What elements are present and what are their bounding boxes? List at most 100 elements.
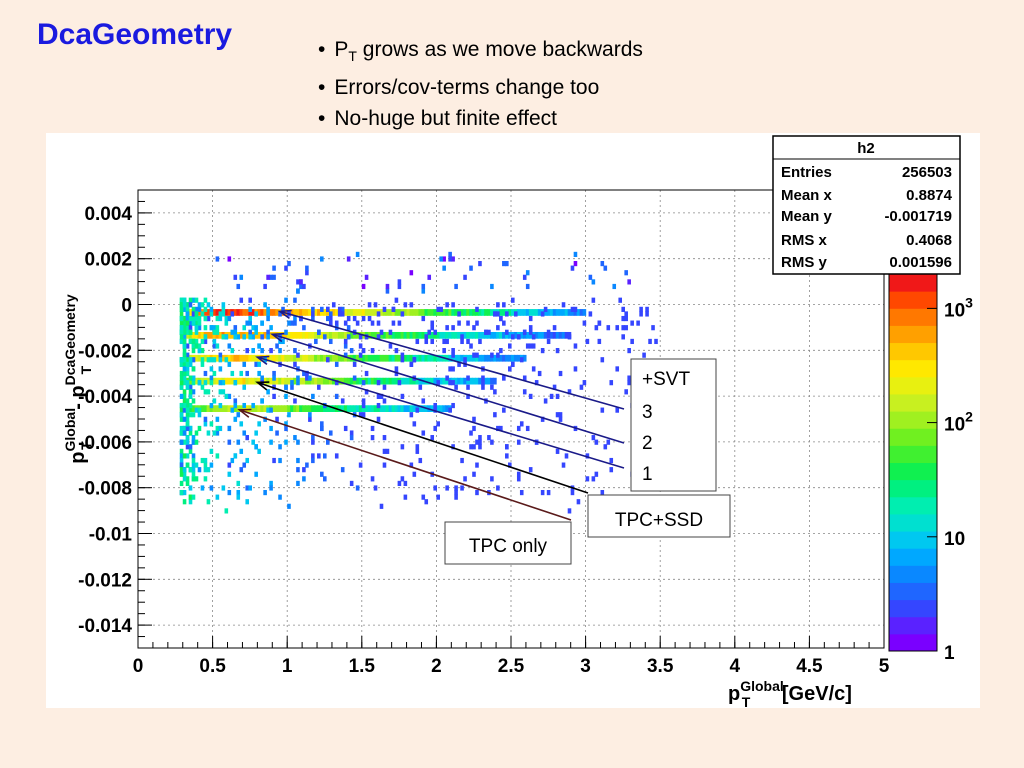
histogram-cell [281, 306, 285, 312]
histogram-cell [406, 309, 411, 316]
arrow-head [270, 332, 285, 343]
histogram-cell [212, 398, 217, 404]
histogram-cell [200, 457, 205, 464]
histogram-cell [406, 377, 411, 385]
histogram-cell [272, 375, 276, 381]
histogram-cell [236, 494, 241, 500]
palette-segment [889, 325, 937, 344]
histogram-cell [436, 405, 440, 412]
histogram-cell [334, 331, 339, 339]
histogram-cell [505, 331, 509, 339]
histogram-cell [424, 309, 429, 316]
histogram-cell [540, 348, 545, 354]
histogram-cell [591, 297, 596, 303]
histogram-cell [182, 306, 187, 312]
histogram-cell [328, 338, 333, 345]
histogram-cell [215, 430, 220, 436]
histogram-cell [412, 377, 417, 385]
histogram-cell [305, 270, 309, 276]
histogram-cell [206, 302, 211, 308]
histogram-cell [248, 485, 252, 491]
histogram-cell [182, 325, 187, 331]
histogram-cell [487, 309, 491, 316]
histogram-cell [188, 499, 193, 505]
histogram-cell [603, 444, 608, 450]
histogram-cell [391, 405, 396, 412]
histogram-cell [400, 311, 405, 317]
histogram-cell [627, 279, 631, 285]
x-tick-label: 0 [133, 656, 144, 677]
histogram-cell [516, 309, 521, 316]
histogram-cell [254, 471, 258, 477]
histogram-cell [197, 331, 202, 339]
histogram-cell [191, 494, 196, 500]
histogram-cell [239, 467, 244, 473]
histogram-cell [573, 306, 578, 312]
histogram-cell [540, 416, 545, 422]
z-tick-label: 103 [944, 294, 973, 321]
histogram-cell [346, 315, 351, 322]
histogram-cell [221, 302, 226, 308]
histogram-cell [546, 489, 551, 496]
histogram-cell [194, 354, 199, 362]
histogram-cell [245, 405, 250, 412]
histogram-cell [242, 377, 247, 385]
histogram-cell [442, 309, 446, 316]
histogram-cell [358, 405, 363, 412]
histogram-cell [349, 405, 354, 412]
histogram-cell [537, 331, 542, 339]
histogram-cell [218, 405, 223, 412]
histogram-cell [433, 425, 437, 432]
histogram-cell [227, 361, 232, 367]
histogram-cell [421, 331, 426, 339]
histogram-cell [239, 309, 244, 316]
histogram-cell [185, 435, 190, 441]
histogram-cell [206, 331, 211, 339]
histogram-cell [200, 348, 205, 354]
histogram-cell [412, 421, 417, 427]
histogram-cell [206, 309, 211, 316]
histogram-cell [466, 354, 470, 362]
histogram-cell [206, 389, 211, 395]
y-tick-label: 0.002 [84, 250, 132, 271]
histogram-cell [182, 320, 187, 326]
histogram-cell [496, 331, 500, 339]
histogram-cell [558, 309, 563, 316]
y-tick-label: -0.012 [78, 570, 132, 591]
histogram-cell [320, 354, 324, 362]
histogram-cell [421, 354, 426, 362]
histogram-cell [224, 357, 229, 363]
histogram-cell [281, 331, 285, 339]
histogram-cell [239, 354, 244, 362]
histogram-cell [519, 421, 524, 427]
histogram-cell [478, 309, 482, 316]
histogram-cell [496, 311, 500, 317]
histogram-cell [460, 377, 464, 385]
histogram-cell [496, 354, 500, 362]
histogram-cell [227, 331, 232, 339]
histogram-cell [254, 331, 258, 339]
histogram-cell [454, 309, 458, 316]
histogram-cell [182, 302, 187, 308]
annotation-arrows [237, 309, 625, 521]
histogram-cell [188, 467, 193, 473]
histogram-cell [179, 393, 184, 399]
histogram-cell [334, 453, 339, 459]
histogram-cell [639, 306, 643, 312]
histogram-cell [337, 306, 342, 312]
histogram-cell [436, 494, 440, 500]
histogram-cell [370, 476, 375, 482]
histogram-cell [215, 343, 220, 349]
histogram-cell [272, 393, 276, 399]
histogram-cell [305, 370, 309, 377]
histogram-cell [409, 405, 414, 412]
histogram-cell [558, 370, 563, 377]
histogram-cell [194, 329, 199, 335]
histogram-cell [233, 398, 238, 404]
histogram-cell [624, 270, 628, 276]
histogram-cell [385, 283, 390, 290]
histogram-cell [224, 315, 229, 322]
histogram-cell [334, 309, 339, 316]
histogram-cell [361, 283, 366, 290]
histogram-cell [454, 494, 458, 500]
